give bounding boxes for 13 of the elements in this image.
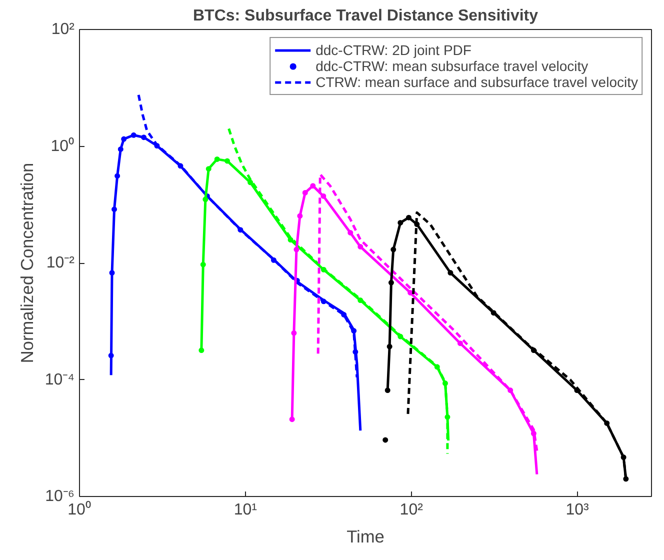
chart-title: BTCs: Subsurface Travel Distance Sensitivity [192,8,538,24]
x-tick-label: 10¹ [234,502,257,518]
y-tick-label: 10⁻² [46,254,76,272]
legend-label: CTRW: mean surface and subsurface travel velocity [316,74,638,90]
legend-label: ddc-CTRW: 2D joint PDF [316,42,472,58]
legend-label: ddc-CTRW: mean subsurface travel velocity [316,58,588,74]
y-tick-label: 10⁻⁴ [44,371,75,388]
x-axis-title: Time [346,526,384,546]
y-tick-label: 10⁰ [50,136,74,155]
y-tick-label: 10² [51,21,76,38]
x-tick-label: 10³ [566,502,590,518]
y-axis-title: Normalized Concentration [16,162,37,364]
x-tick-label: 10² [400,502,424,518]
